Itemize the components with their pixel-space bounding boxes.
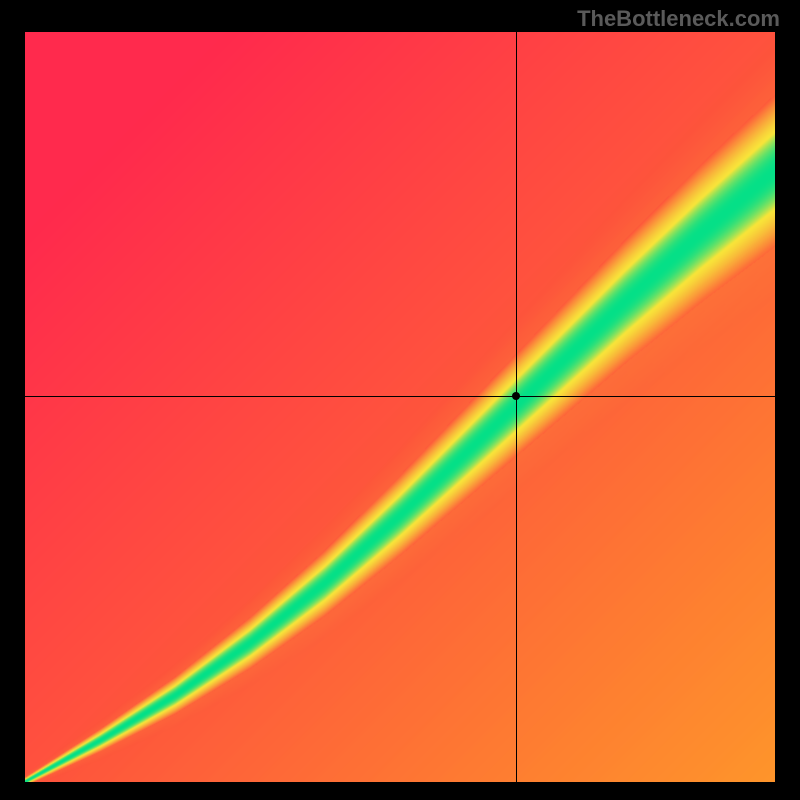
bottleneck-heatmap — [25, 32, 775, 782]
watermark-text: TheBottleneck.com — [577, 6, 780, 32]
crosshair-vertical — [516, 32, 517, 782]
crosshair-horizontal — [25, 396, 775, 397]
heatmap-canvas — [25, 32, 775, 782]
crosshair-marker — [512, 392, 520, 400]
